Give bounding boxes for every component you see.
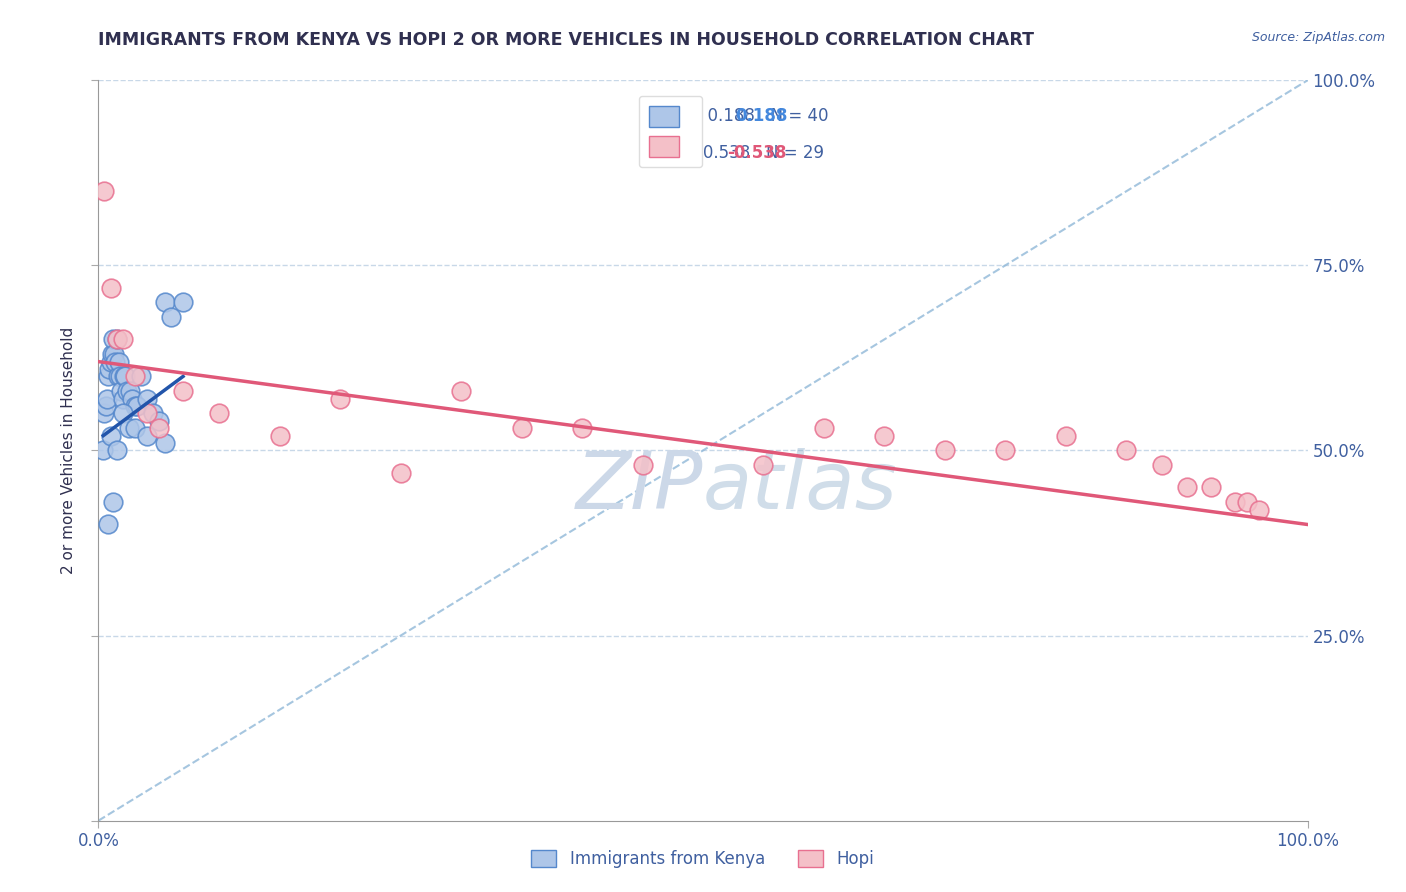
Point: [101, 495, 124, 509]
Point: [1249, 502, 1271, 516]
Point: [112, 369, 135, 384]
Point: [114, 369, 136, 384]
Point: [100, 354, 122, 368]
Point: [1115, 443, 1137, 458]
Point: [98, 362, 121, 376]
Text: R =   0.188   N = 40: R = 0.188 N = 40: [661, 107, 828, 125]
Point: [450, 384, 472, 399]
Point: [108, 369, 131, 384]
Text: IMMIGRANTS FROM KENYA VS HOPI 2 OR MORE VEHICLES IN HOUSEHOLD CORRELATION CHART: IMMIGRANTS FROM KENYA VS HOPI 2 OR MORE …: [98, 31, 1035, 49]
Point: [96, 392, 118, 406]
Point: [100, 428, 122, 442]
Point: [124, 369, 146, 384]
Text: ZIP: ZIP: [575, 449, 703, 526]
Point: [111, 333, 134, 347]
Point: [121, 392, 143, 406]
Point: [111, 407, 134, 421]
Point: [94, 399, 117, 413]
Point: [510, 421, 533, 435]
Point: [135, 392, 157, 406]
Point: [127, 399, 149, 413]
Point: [97, 517, 120, 532]
Point: [101, 333, 124, 347]
Point: [135, 407, 157, 421]
Point: [93, 407, 115, 421]
Point: [135, 428, 157, 442]
Point: [329, 392, 352, 406]
Point: [1199, 481, 1222, 495]
Point: [103, 347, 125, 361]
Point: [124, 399, 146, 413]
Point: [160, 310, 183, 325]
Point: [153, 295, 176, 310]
Point: [108, 354, 131, 368]
Point: [153, 436, 176, 450]
Point: [269, 428, 291, 442]
Point: [100, 347, 122, 361]
Text: Source: ZipAtlas.com: Source: ZipAtlas.com: [1251, 31, 1385, 45]
Point: [1152, 458, 1174, 473]
Point: [1236, 495, 1258, 509]
Point: [752, 458, 775, 473]
Point: [389, 466, 412, 480]
Point: [111, 392, 134, 406]
Point: [91, 443, 114, 458]
Point: [994, 443, 1017, 458]
Point: [107, 369, 129, 384]
Point: [118, 384, 141, 399]
Point: [105, 333, 128, 347]
Point: [118, 421, 141, 435]
Text: R = -0.538   N = 29: R = -0.538 N = 29: [661, 144, 824, 162]
Point: [148, 421, 170, 435]
Point: [105, 333, 128, 347]
Point: [873, 428, 896, 442]
Point: [934, 443, 956, 458]
Point: [105, 443, 128, 458]
Text: -0.538: -0.538: [727, 144, 786, 162]
Point: [142, 407, 165, 421]
Point: [1223, 495, 1246, 509]
Point: [129, 369, 152, 384]
Point: [1175, 481, 1198, 495]
Point: [93, 184, 115, 198]
Text: 0.188: 0.188: [735, 107, 787, 125]
Point: [110, 384, 132, 399]
Point: [172, 295, 194, 310]
Point: [571, 421, 593, 435]
Point: [208, 407, 231, 421]
Point: [631, 458, 654, 473]
Point: [172, 384, 194, 399]
Point: [124, 421, 146, 435]
Point: [813, 421, 835, 435]
Legend: , : ,: [638, 96, 702, 167]
Point: [100, 280, 122, 294]
Point: [1054, 428, 1077, 442]
Point: [97, 369, 120, 384]
Legend: Immigrants from Kenya, Hopi: Immigrants from Kenya, Hopi: [524, 843, 882, 875]
Point: [104, 354, 127, 368]
Y-axis label: 2 or more Vehicles in Household: 2 or more Vehicles in Household: [60, 326, 76, 574]
Point: [117, 384, 139, 399]
Text: atlas: atlas: [703, 449, 898, 526]
Point: [148, 414, 170, 428]
